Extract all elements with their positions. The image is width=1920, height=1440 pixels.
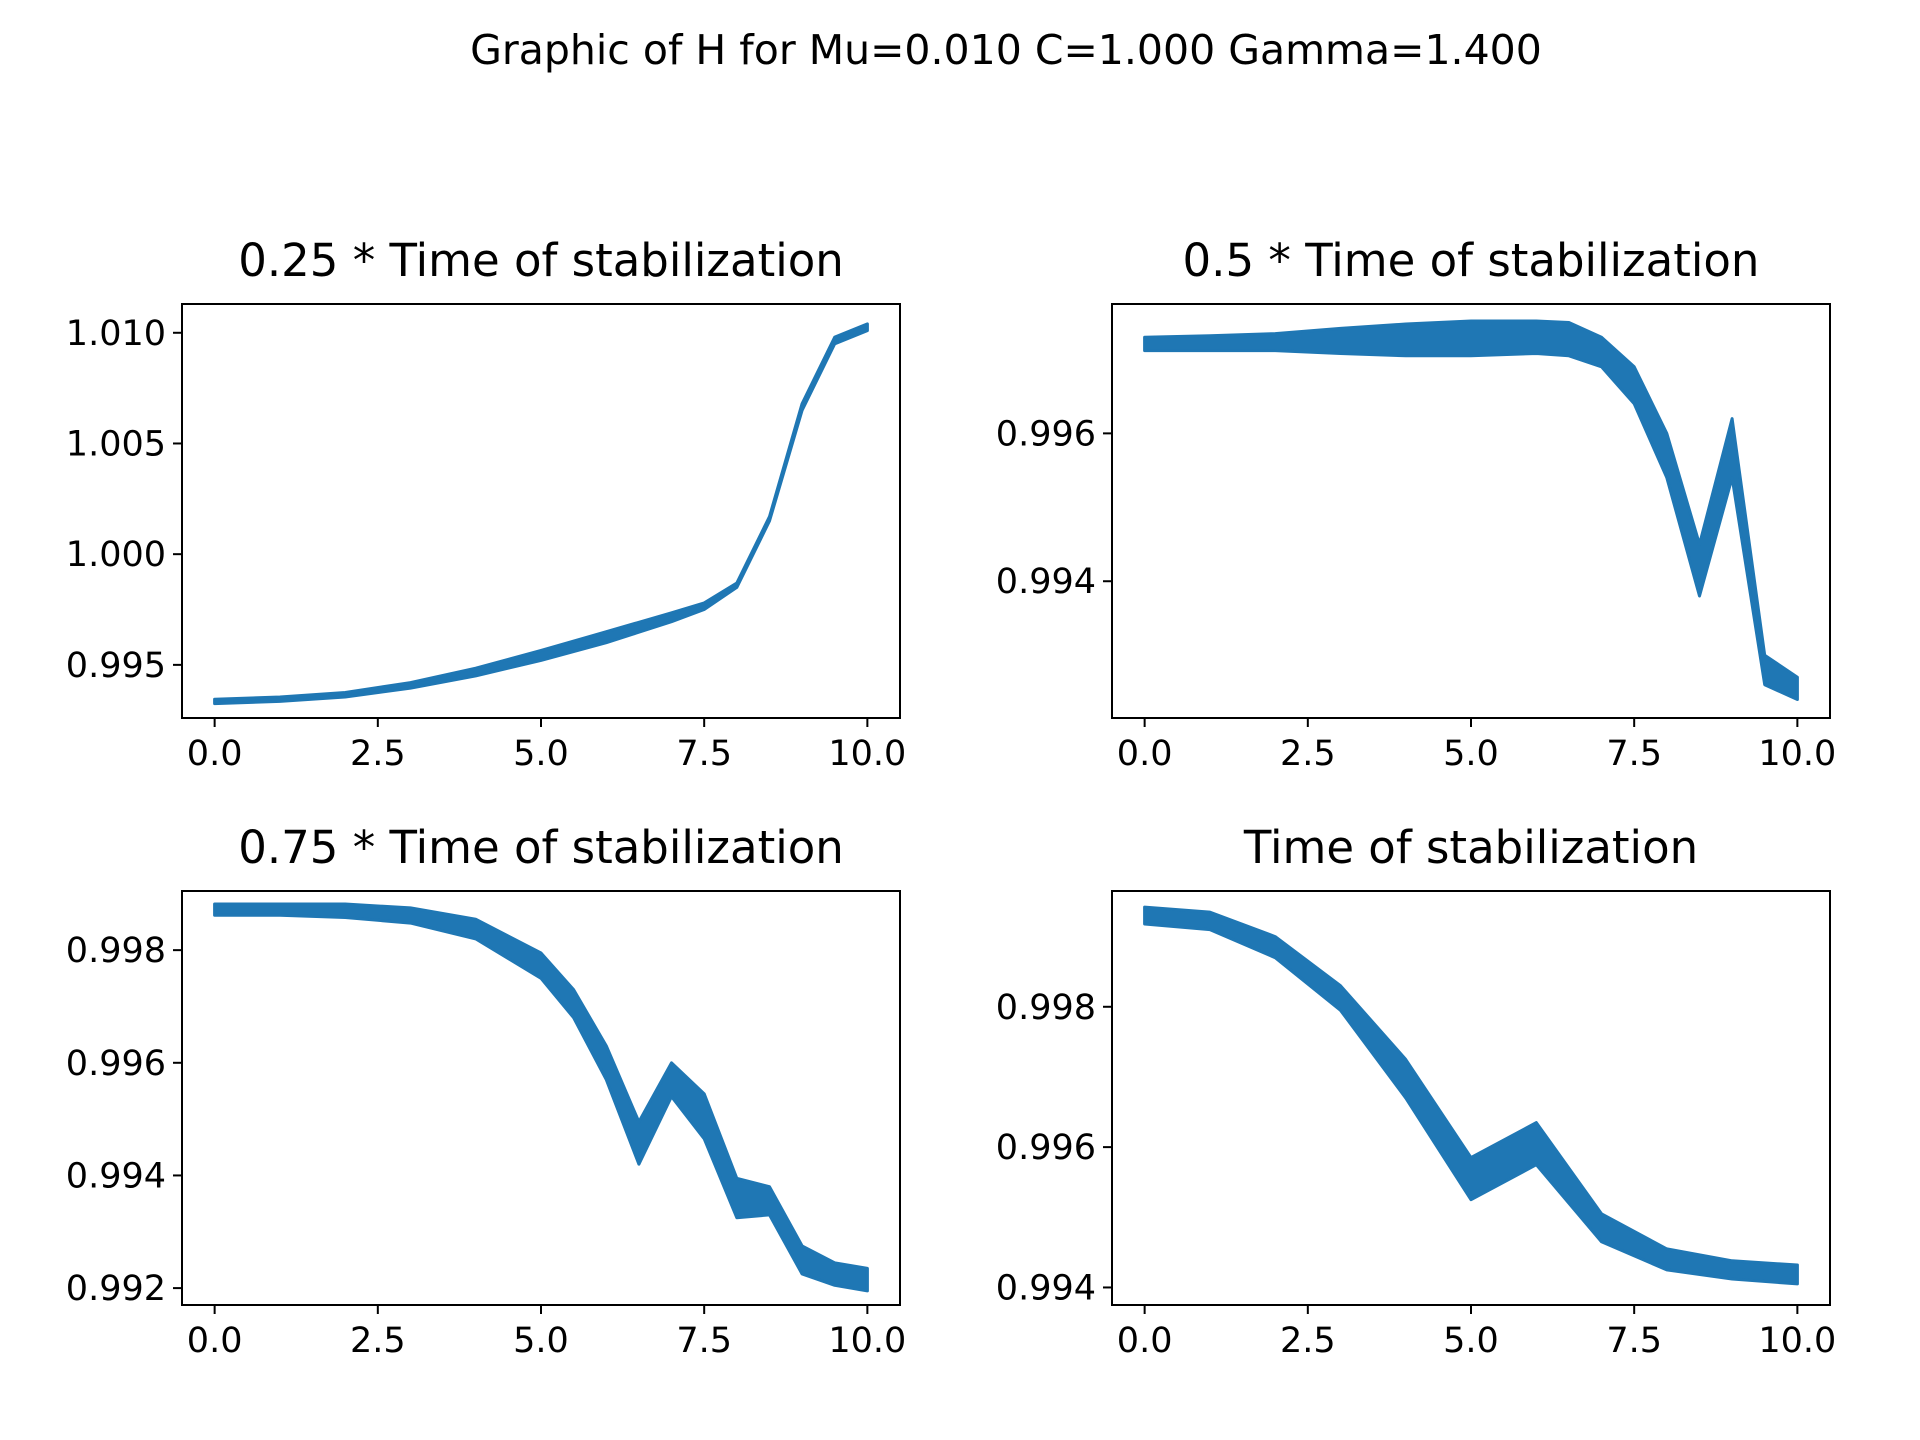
y-tick-label: 0.996 xyxy=(66,1044,166,1084)
x-tick-label: 5.0 xyxy=(1443,734,1499,774)
x-tick-label: 0.0 xyxy=(1117,1321,1173,1361)
y-tick-label: 0.992 xyxy=(66,1269,166,1309)
plot-area xyxy=(1143,319,1799,701)
x-tick-label: 10.0 xyxy=(828,734,906,774)
subplot-title: 0.75 * Time of stabilization xyxy=(238,821,844,874)
y-tick-label: 0.996 xyxy=(996,414,1096,454)
y-tick-label: 1.000 xyxy=(66,535,166,575)
series-line xyxy=(213,322,869,706)
x-tick-label: 0.0 xyxy=(187,734,243,774)
x-tick-label: 2.5 xyxy=(1280,734,1336,774)
x-tick-label: 0.0 xyxy=(1117,734,1173,774)
y-tick-label: 1.010 xyxy=(66,314,166,354)
plot-area xyxy=(213,902,869,1293)
figure-title: Graphic of H for Mu=0.010 C=1.000 Gamma=… xyxy=(470,26,1542,74)
subplot-title: 0.5 * Time of stabilization xyxy=(1183,234,1760,287)
y-tick-label: 0.996 xyxy=(996,1128,1096,1168)
series-line xyxy=(1143,905,1799,1286)
y-tick-label: 1.005 xyxy=(66,424,166,464)
subplot-title: 0.25 * Time of stabilization xyxy=(238,234,844,287)
plot-area xyxy=(1143,905,1799,1286)
subplot-top-left: 0.25 * Time of stabilization 0.0 2.5 5.0 7.… xyxy=(66,234,907,774)
series-line xyxy=(213,902,869,1293)
axes-frame xyxy=(1111,890,1831,1306)
x-tick-label: 5.0 xyxy=(513,734,569,774)
x-tick-label: 5.0 xyxy=(1443,1321,1499,1361)
y-tick-label: 0.995 xyxy=(66,646,166,686)
x-tick-label: 10.0 xyxy=(1758,1321,1836,1361)
x-tick-label: 7.5 xyxy=(1606,734,1662,774)
subplot-top-right: 0.5 * Time of stabilization 0.0 2.5 5.0 7.5… xyxy=(996,234,1837,774)
x-tick-label: 5.0 xyxy=(513,1321,569,1361)
x-tick-label: 10.0 xyxy=(1758,734,1836,774)
series-line xyxy=(1143,319,1799,701)
y-tick-label: 0.998 xyxy=(66,931,166,971)
y-tick-label: 0.994 xyxy=(996,1268,1096,1308)
x-tick-label: 10.0 xyxy=(828,1321,906,1361)
plot-area xyxy=(213,322,869,706)
x-tick-label: 7.5 xyxy=(1606,1321,1662,1361)
x-tick-label: 7.5 xyxy=(676,734,732,774)
y-tick-label: 0.994 xyxy=(996,562,1096,602)
x-tick-label: 2.5 xyxy=(1280,1321,1336,1361)
subplot-title: Time of stabilization xyxy=(1243,821,1698,874)
subplot-bottom-right: Time of stabilization 0.0 2.5 5.0 7.5 10.0 0.… xyxy=(996,821,1837,1361)
subplot-bottom-left: 0.75 * Time of stabilization 0.0 2.5 5.0 7.… xyxy=(66,821,907,1361)
x-tick-label: 0.0 xyxy=(187,1321,243,1361)
x-tick-label: 2.5 xyxy=(350,734,406,774)
y-tick-label: 0.994 xyxy=(66,1156,166,1196)
x-tick-label: 7.5 xyxy=(676,1321,732,1361)
x-tick-label: 2.5 xyxy=(350,1321,406,1361)
y-tick-label: 0.998 xyxy=(996,988,1096,1028)
